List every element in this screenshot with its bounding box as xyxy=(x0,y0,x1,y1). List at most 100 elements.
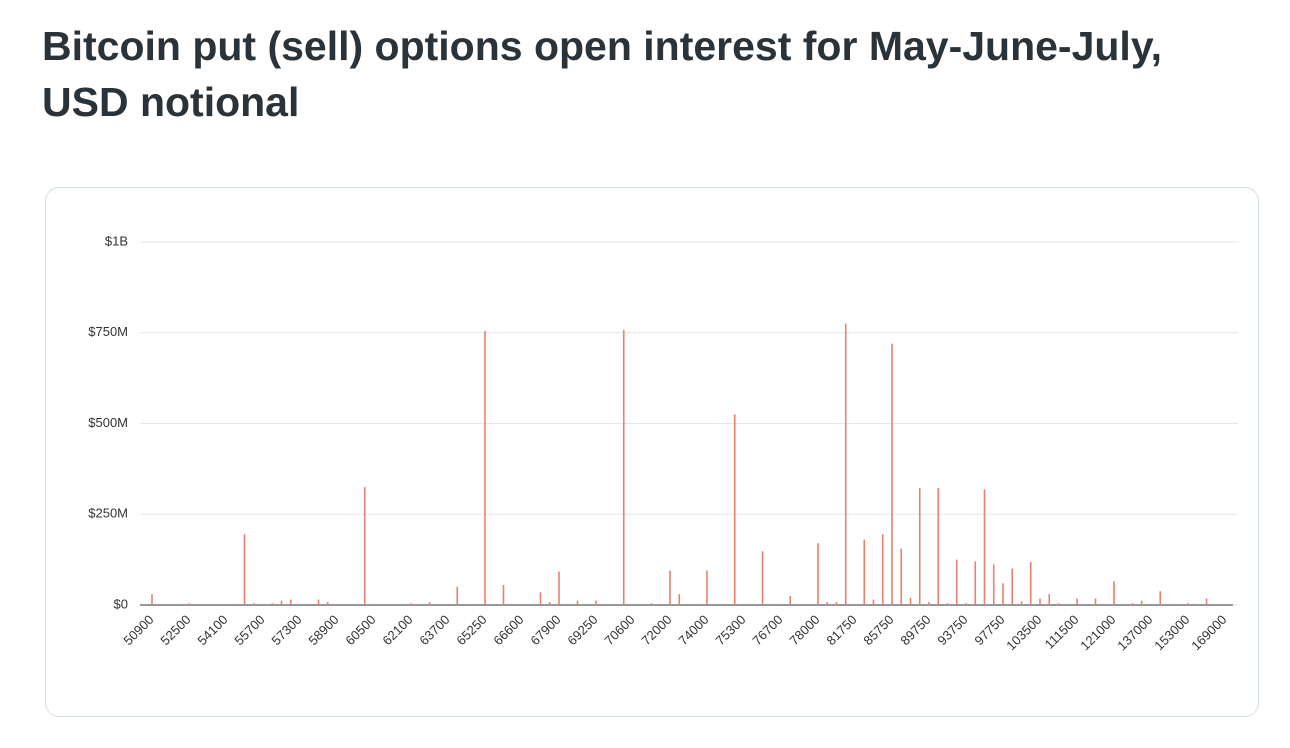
x-tick-label: 137000 xyxy=(1114,612,1155,653)
bar xyxy=(1187,603,1189,605)
bar xyxy=(881,534,884,605)
y-tick-label: $1B xyxy=(105,233,128,248)
chart-card xyxy=(45,187,1259,717)
bar xyxy=(188,603,190,605)
bar xyxy=(1011,568,1014,605)
bar xyxy=(761,551,764,605)
bar xyxy=(1039,598,1041,605)
x-tick-label: 57300 xyxy=(268,612,304,648)
bar xyxy=(151,594,153,605)
bar xyxy=(900,548,903,605)
x-tick-label: 72000 xyxy=(638,612,674,648)
x-tick-label: 58900 xyxy=(305,612,341,648)
bar xyxy=(317,599,320,605)
bar xyxy=(502,585,505,605)
bar xyxy=(595,600,597,605)
bar xyxy=(1205,598,1208,605)
x-tick-label: 67900 xyxy=(527,612,563,648)
bar xyxy=(974,561,977,605)
x-tick-label: 76700 xyxy=(749,612,785,648)
bar xyxy=(1002,583,1004,605)
bar xyxy=(817,543,819,605)
x-tick-label: 81750 xyxy=(823,612,859,648)
bar xyxy=(289,599,292,605)
bar xyxy=(1131,603,1134,605)
x-tick-label: 62100 xyxy=(379,612,415,648)
bar xyxy=(539,592,542,605)
bar xyxy=(965,603,967,605)
bar xyxy=(891,343,893,605)
bar xyxy=(484,330,486,605)
bar xyxy=(243,534,246,605)
y-tick-label: $500M xyxy=(88,415,128,430)
bar xyxy=(706,570,708,605)
bar xyxy=(271,603,274,605)
bar xyxy=(1140,600,1143,605)
x-tick-label: 70600 xyxy=(601,612,637,648)
bar xyxy=(622,329,625,605)
x-tick-label: 121000 xyxy=(1077,612,1118,653)
x-tick-label: 54100 xyxy=(194,612,230,648)
y-tick-label: $0 xyxy=(114,596,128,611)
x-tick-label: 60500 xyxy=(342,612,378,648)
bar xyxy=(410,603,412,605)
x-tick-label: 74000 xyxy=(675,612,711,648)
bar xyxy=(983,489,986,605)
bar xyxy=(280,600,283,605)
bar xyxy=(1159,591,1162,605)
bar xyxy=(844,323,847,605)
x-tick-label: 52500 xyxy=(157,612,193,648)
bar xyxy=(428,602,431,605)
chart-title: Bitcoin put (sell) options open interest… xyxy=(42,23,1162,125)
bar xyxy=(1048,594,1051,605)
bar xyxy=(669,570,671,605)
x-tick-label: 111500 xyxy=(1042,612,1082,652)
bar xyxy=(363,487,366,605)
bar xyxy=(733,414,736,605)
bar xyxy=(918,488,921,605)
bar xyxy=(937,488,940,605)
bar xyxy=(928,602,930,605)
bar xyxy=(1076,598,1078,605)
bar xyxy=(1057,603,1060,605)
x-tick-label: 89750 xyxy=(897,612,933,648)
x-tick-label: 65250 xyxy=(453,612,489,648)
bar xyxy=(909,597,912,605)
bar xyxy=(946,603,949,605)
bar xyxy=(1020,601,1023,605)
x-tick-label: 78000 xyxy=(786,612,822,648)
bar xyxy=(650,603,653,605)
bar xyxy=(955,559,958,605)
y-tick-label: $250M xyxy=(88,506,128,521)
bar xyxy=(252,603,255,605)
y-tick-label: $750M xyxy=(88,324,128,339)
x-tick-label: 153000 xyxy=(1151,612,1192,653)
bar xyxy=(863,539,866,605)
bar xyxy=(326,602,329,605)
bar xyxy=(548,602,551,605)
x-tick-label: 103500 xyxy=(1003,612,1044,653)
bar xyxy=(456,586,459,605)
x-tick-label: 66600 xyxy=(490,612,526,648)
x-tick-label: 55700 xyxy=(231,612,267,648)
x-tick-label: 75300 xyxy=(712,612,748,648)
bar xyxy=(835,602,838,605)
x-tick-label: 69250 xyxy=(564,612,600,648)
bar xyxy=(789,595,792,605)
x-tick-label: 169000 xyxy=(1188,612,1229,653)
bar xyxy=(678,594,681,605)
bar xyxy=(1113,581,1115,605)
x-tick-label: 50900 xyxy=(120,612,156,648)
x-tick-label: 63700 xyxy=(416,612,452,648)
x-tick-label: 85750 xyxy=(860,612,896,648)
bar xyxy=(992,564,995,605)
bar xyxy=(1094,598,1097,605)
bar xyxy=(826,602,829,605)
bar xyxy=(576,600,579,605)
bar xyxy=(1029,562,1032,605)
bar xyxy=(558,571,560,605)
bar xyxy=(872,599,875,605)
x-tick-label: 93750 xyxy=(934,612,970,648)
